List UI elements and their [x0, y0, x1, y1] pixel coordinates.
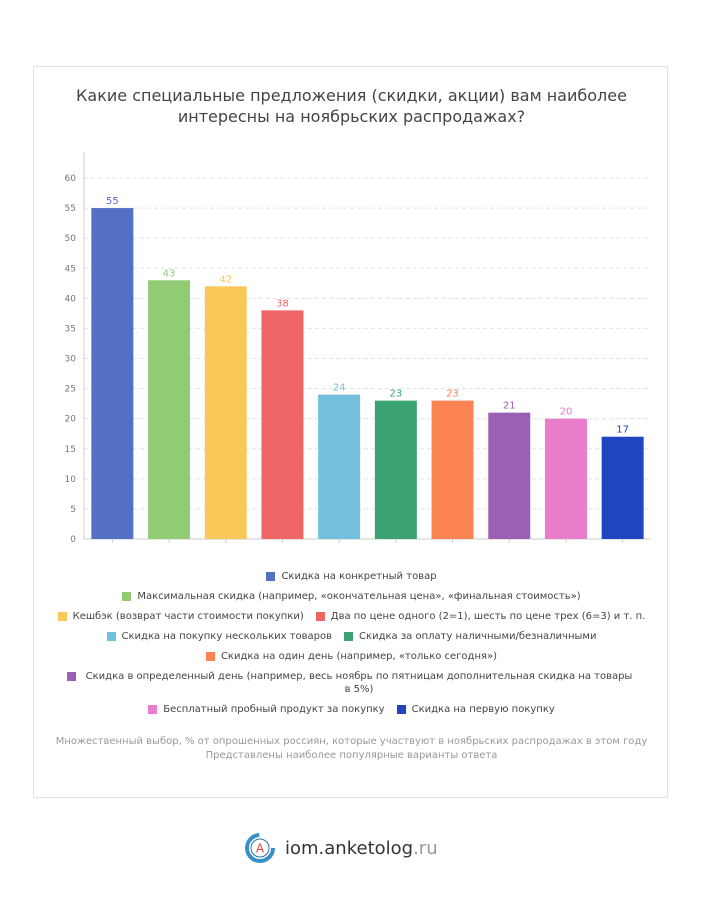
bar [261, 310, 304, 539]
legend-label: Скидка за оплату наличными/безналичными [359, 631, 597, 642]
legend-item[interactable]: Бесплатный пробный продукт за покупку [148, 703, 385, 716]
legend-item[interactable]: Кешбэк (возврат части стоимости покупки) [57, 610, 304, 623]
legend-row: Скидка на покупку нескольких товаров Скид… [44, 630, 659, 643]
legend-swatch [396, 705, 406, 714]
brand-tld: .ru [413, 837, 438, 859]
legend-item[interactable]: Скидка на первую покупку [396, 703, 555, 716]
legend-row: Максимальная скидка (например, «окончате… [44, 590, 659, 603]
bar [91, 208, 134, 540]
legend-item[interactable]: Скидка на один день (например, «только с… [205, 650, 498, 663]
y-tick-label: 25 [65, 385, 76, 395]
chart-legend: Скидка на конкретный товар Максимальная с… [44, 570, 659, 723]
bar [601, 436, 644, 539]
legend-swatch [122, 592, 132, 601]
y-tick-label: 60 [65, 174, 77, 184]
bar [374, 400, 417, 539]
bar-value-label: 38 [276, 298, 289, 309]
legend-row: Кешбэк (возврат части стоимости покупки)… [44, 610, 659, 623]
legend-label: Скидка в определенный день (например, ве… [85, 671, 633, 695]
bar-value-label: 23 [446, 389, 459, 400]
legend-item[interactable]: Скидка на конкретный товар [266, 570, 437, 583]
legend-label: Кешбэк (возврат части стоимости покупки) [72, 611, 304, 622]
bar [431, 400, 474, 539]
logo-letter: A [256, 842, 265, 856]
legend-label: Скидка на один день (например, «только с… [220, 651, 498, 662]
y-tick-label: 35 [65, 324, 76, 334]
legend-swatch [66, 672, 76, 681]
chart-notes: Множественный выбор, % от опрошенных рос… [34, 735, 669, 763]
legend-swatch [266, 572, 276, 581]
note-line-2: Представлены наиболее популярные вариант… [205, 750, 498, 761]
y-tick-label: 40 [65, 294, 77, 304]
brand-name-main: iom.anketolog [285, 837, 414, 859]
bar [148, 280, 191, 539]
legend-row: Скидка в определенный день (например, ве… [44, 670, 659, 696]
y-tick-label: 15 [65, 445, 76, 455]
bar-value-label: 55 [106, 196, 119, 207]
legend-label: Максимальная скидка (например, «окончате… [137, 591, 581, 602]
legend-row: Бесплатный пробный продукт за покупку Ски… [44, 703, 659, 716]
y-tick-label: 20 [65, 415, 77, 425]
legend-swatch [57, 612, 67, 621]
bar-chart: 0 5 10 15 20 25 30 35 40 45 50 55 60 55 43 42 38 24 23 23 21… [65, 152, 651, 545]
legend-label: Скидка на покупку нескольких товаров [121, 631, 333, 642]
y-tick-label: 10 [65, 475, 77, 485]
legend-swatch [344, 632, 354, 641]
bar-value-label: 42 [219, 274, 232, 285]
brand-name: iom.anketolog.ru [285, 838, 438, 859]
chart-title: Какие специальные предложения (скидки, а… [76, 86, 627, 126]
bar-value-label: 24 [333, 383, 346, 394]
bar-value-label: 23 [389, 389, 402, 400]
y-tick-label: 5 [70, 505, 76, 515]
legend-label: Скидка на первую покупку [411, 704, 555, 715]
chart-card: Какие специальные предложения (скидки, а… [33, 66, 668, 798]
bar-value-label: 21 [503, 401, 516, 412]
legend-item[interactable]: Максимальная скидка (например, «окончате… [122, 590, 581, 603]
y-tick-label: 0 [70, 535, 76, 545]
bar-value-label: 43 [163, 268, 176, 279]
legend-row: Скидка на один день (например, «только с… [44, 650, 659, 663]
legend-swatch [315, 612, 325, 621]
y-tick-label: 55 [65, 204, 76, 214]
bar [544, 418, 587, 539]
legend-label: Два по цене одного (2=1), шесть по цене … [330, 611, 646, 622]
legend-item[interactable]: Скидка в определенный день (например, ве… [66, 670, 637, 696]
legend-label: Скидка на конкретный товар [281, 571, 437, 582]
legend-item[interactable]: Два по цене одного (2=1), шесть по цене … [315, 610, 646, 623]
y-tick-label: 50 [65, 234, 77, 244]
legend-row: Скидка на конкретный товар [44, 570, 659, 583]
bar [488, 412, 531, 539]
legend-swatch [106, 632, 116, 641]
bar-value-label: 20 [560, 407, 573, 418]
y-tick-label: 45 [65, 264, 76, 274]
brand-logo[interactable]: A iom.anketolog.ru [243, 830, 438, 866]
anketolog-logo-icon: A [245, 833, 275, 863]
y-tick-label: 30 [65, 355, 77, 365]
bar-value-label: 17 [616, 425, 629, 436]
legend-swatch [205, 652, 215, 661]
bar [318, 394, 361, 539]
bar [204, 286, 247, 539]
legend-swatch [148, 705, 158, 714]
legend-item[interactable]: Скидка на покупку нескольких товаров [106, 630, 333, 643]
legend-item[interactable]: Скидка за оплату наличными/безналичными [344, 630, 596, 643]
legend-label: Бесплатный пробный продукт за покупку [163, 704, 385, 715]
note-line-1: Множественный выбор, % от опрошенных рос… [55, 736, 648, 747]
